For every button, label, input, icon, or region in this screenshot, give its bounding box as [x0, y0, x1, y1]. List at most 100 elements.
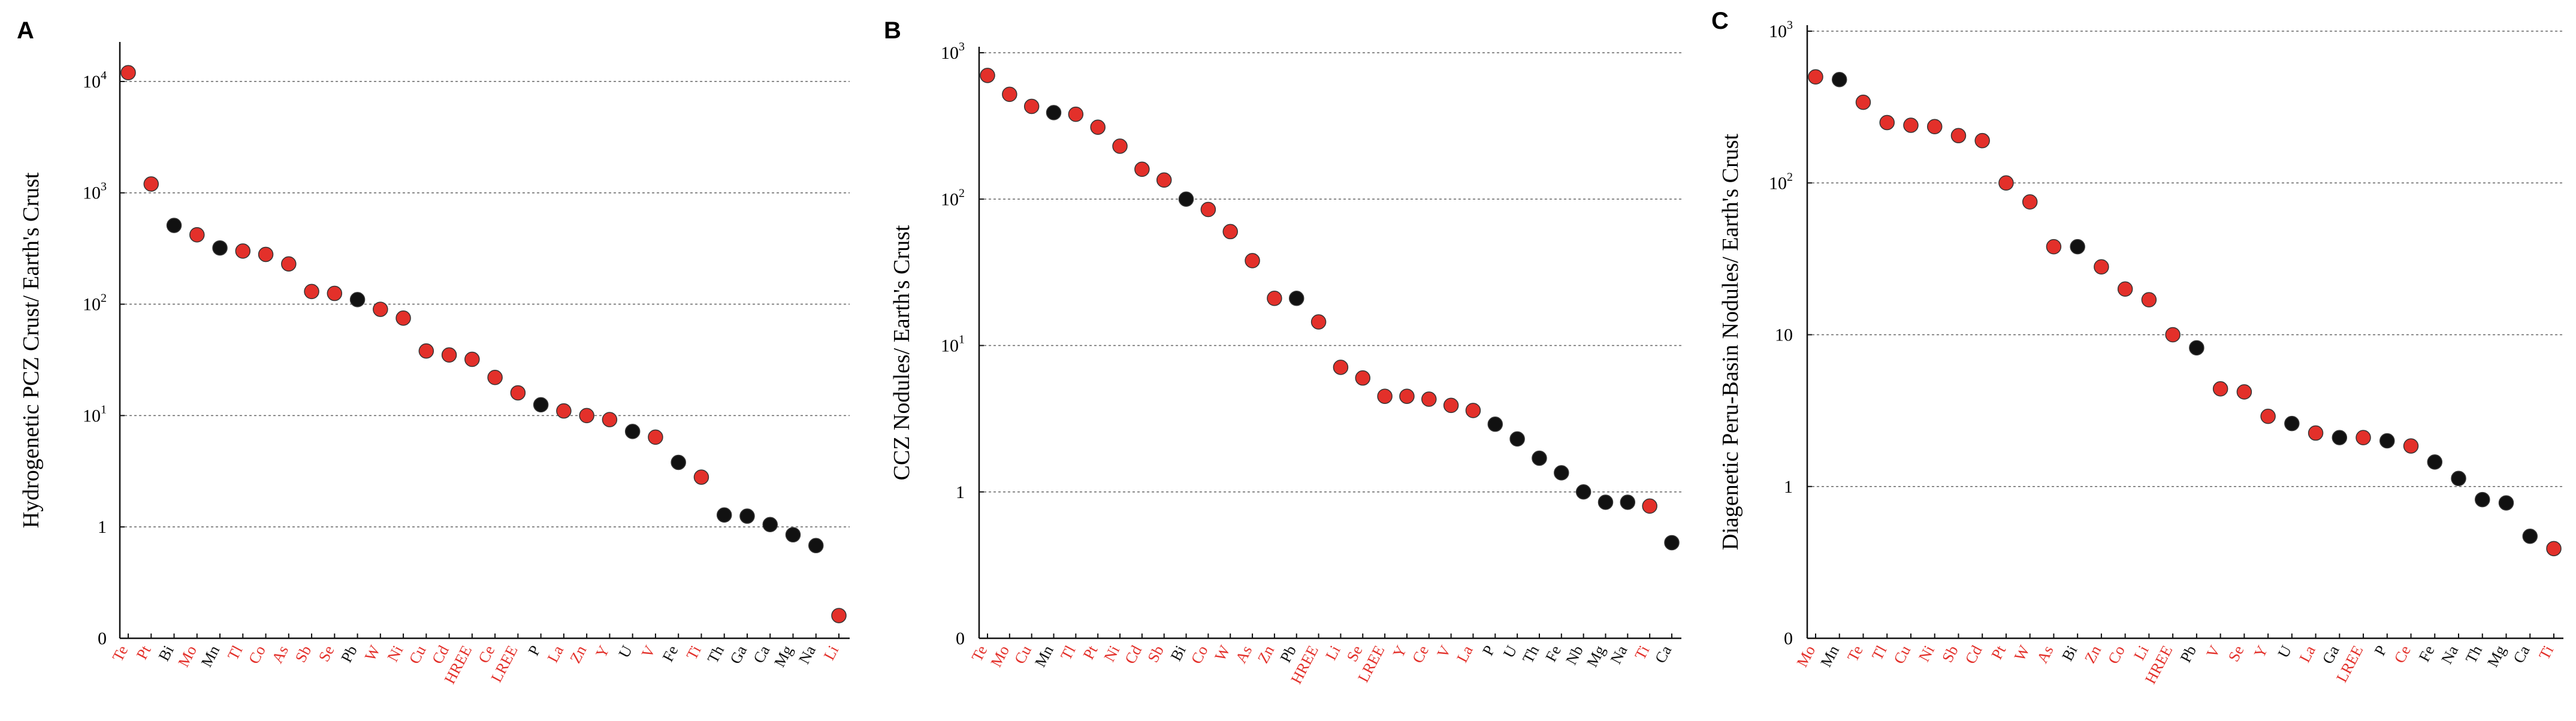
panel-b-category-label: P: [1479, 642, 1498, 658]
panel-a-data-point: [281, 256, 297, 272]
panel-a-y-tick-label: 0: [98, 629, 107, 648]
panel-b-category-label: Y: [1390, 642, 1411, 660]
panel-a-category-label: Fe: [659, 642, 682, 665]
panel-c-category-label: Tl: [1868, 642, 1890, 663]
panel-c-category-label: Pt: [1988, 642, 2009, 662]
panel-c-category-label: V: [2203, 642, 2224, 660]
panel-a-category-label: Na: [795, 642, 819, 667]
panel-a-data-point: [533, 397, 549, 413]
panel-c-data-point: [1926, 119, 1943, 135]
panel-a-data-point: [556, 403, 572, 419]
panel-c-category-label: As: [2034, 642, 2057, 666]
panel-b-category-label: Cd: [1121, 642, 1145, 666]
panel-b-letter: B: [884, 17, 901, 44]
panel-c-category-label: W: [2011, 642, 2033, 664]
panel-a-data-point: [143, 176, 159, 192]
panel-b-data-point: [1575, 484, 1591, 500]
panel-c-data-point: [2498, 495, 2514, 511]
panel-b-category-label: As: [1232, 642, 1255, 666]
panel-c-category-label: Ga: [2319, 642, 2343, 667]
panel-b-data-point: [1443, 397, 1459, 414]
panel-b-y-tick-label: 0: [956, 629, 965, 648]
panel-a-y-tick-label: 101: [83, 403, 107, 426]
panel-a-data-point: [693, 469, 709, 485]
panel-c-data-point: [2308, 425, 2324, 441]
panel-a-data-point: [648, 429, 663, 445]
panel-b-data-point: [1002, 86, 1017, 102]
panel-b-data-point: [1355, 370, 1371, 386]
panel-c-y-tick-label: 103: [1769, 19, 1793, 41]
panel-b-data-point: [1068, 106, 1084, 122]
panel-c-category-label: Mo: [1793, 642, 1819, 670]
panel-b-category-label: Tl: [1057, 642, 1079, 663]
panel-a-data-point: [785, 527, 801, 543]
panel-b-category-label: Ni: [1101, 642, 1124, 665]
panel-a-data-point: [212, 240, 228, 256]
panel-c-data-point: [1831, 71, 1847, 88]
panel-a-data-point: [120, 65, 136, 80]
panel-a-data-point: [327, 285, 343, 301]
panel-b-y-tick-label: 103: [941, 40, 965, 63]
panel-c-y-tick-label: 0: [1784, 629, 1793, 648]
panel-b-y-axis-title: CCZ Nodules/ Earth's Crust: [889, 225, 914, 480]
panel-c-category-label: Fe: [2415, 642, 2438, 665]
panel-b-data-point: [1178, 191, 1194, 207]
panel-c-data-point: [1950, 128, 1967, 144]
panel-b-category-label: Cu: [1011, 642, 1035, 666]
panel-c-data-point: [2332, 430, 2348, 445]
panel-a-data-point: [441, 347, 457, 363]
panel-c-category-label: Se: [2225, 642, 2248, 665]
panel-b-category-label: U: [1500, 642, 1521, 660]
panel-c-data-point: [2117, 281, 2133, 297]
panel-a-data-point: [235, 243, 251, 259]
panel-b-data-point: [1554, 465, 1569, 481]
panel-c-category-label: Ni: [1915, 642, 1938, 665]
panel-a-data-point: [487, 369, 503, 385]
panel-a-category-label: Ni: [384, 642, 407, 665]
panel-a-category-label: Se: [315, 642, 338, 665]
panel-a-data-point: [349, 292, 366, 307]
panel-a-data-point: [762, 517, 778, 532]
panel-c-data-point: [1974, 132, 1990, 149]
panel-b-category-label: Ce: [1409, 642, 1432, 666]
panel-c-letter: C: [1711, 8, 1729, 34]
panel-b-category-label: Bi: [1167, 642, 1189, 663]
panel-a-data-point: [831, 608, 847, 623]
panel-b-data-point: [1664, 535, 1680, 551]
panel-a-data-point: [304, 283, 319, 300]
panel-b-category-label: Th: [1519, 642, 1542, 666]
panel-b-data-point: [1310, 314, 1327, 330]
panel-b-category-label: W: [1211, 642, 1233, 664]
panel-a-data-point: [189, 227, 205, 243]
panel-a-data-point: [166, 218, 182, 233]
panel-a-category-label: Co: [245, 642, 269, 666]
panel-b-data-point: [1134, 161, 1150, 177]
panel-a-category-label: Th: [704, 642, 727, 666]
panel-c-category-label: Mn: [1817, 642, 1843, 670]
panel-c-category-label: Mg: [2484, 642, 2509, 670]
panel-c-data-point: [2165, 327, 2181, 343]
panel-a-category-label: Ti: [683, 642, 705, 662]
panel-a-y-tick-label: 104: [83, 69, 107, 92]
panel-a-category-label: Zn: [566, 642, 590, 666]
panel-a-data-point: [258, 246, 274, 263]
panel-b-data-point: [1509, 431, 1525, 447]
panel-b-data-point: [1046, 105, 1062, 120]
panel-c-category-label: Bi: [2058, 642, 2080, 663]
panel-b-category-label: Ti: [1631, 642, 1653, 662]
panel-c-data-point: [2284, 415, 2300, 432]
panel-c-category-label: Te: [1844, 642, 1867, 664]
panel-a-data-point: [739, 508, 755, 524]
panel-c-data-point: [2522, 529, 2538, 544]
panel-a-category-label: U: [615, 642, 636, 660]
panel-a-category-label: W: [361, 642, 383, 664]
panel-b-data-point: [1597, 494, 1614, 510]
panel-a-y-tick-label: 103: [83, 180, 107, 203]
panel-a-category-label: Li: [820, 642, 842, 663]
panel-c-y-tick-label: 10: [1775, 325, 1793, 345]
panel-a-letter: A: [17, 17, 34, 44]
panel-a-category-label: V: [638, 642, 659, 660]
panel-a-category-label: P: [525, 642, 544, 658]
